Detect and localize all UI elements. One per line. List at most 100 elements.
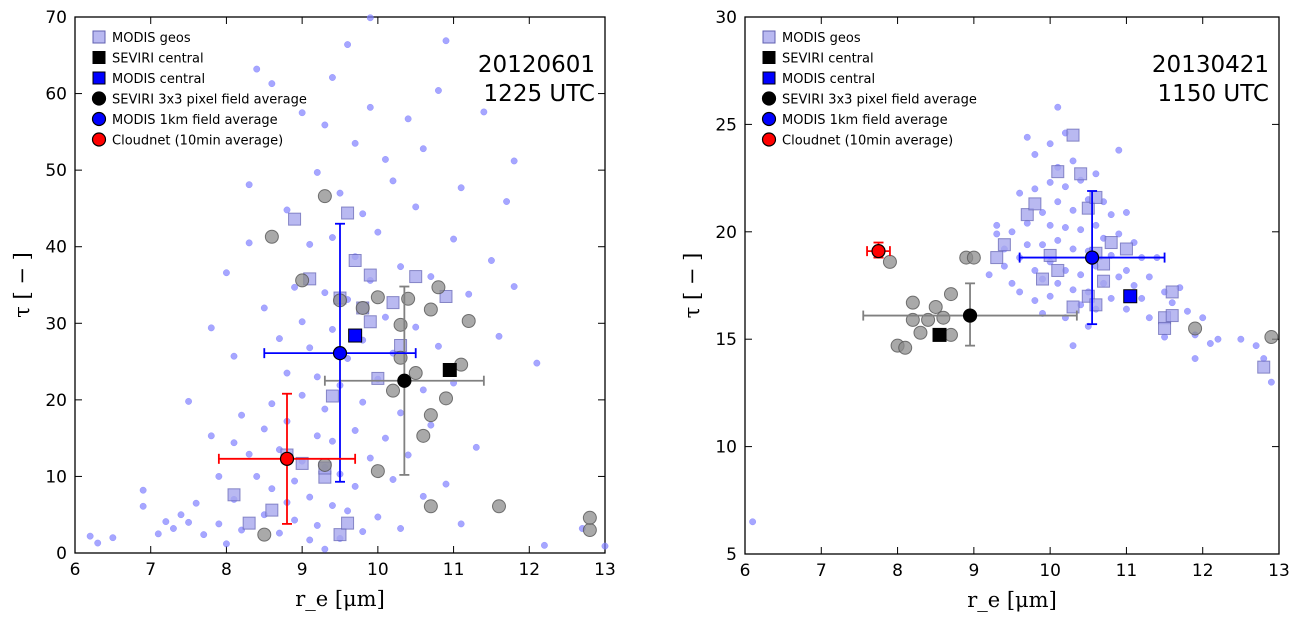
modis-geos-dot	[1008, 228, 1016, 236]
seviri-field-point	[317, 457, 332, 472]
modis-geos-square	[1165, 309, 1179, 323]
series-square	[442, 362, 457, 377]
modis-geos-dot	[472, 443, 480, 451]
modis-geos-dot	[374, 228, 382, 236]
modis-geos-dot	[1214, 335, 1222, 343]
modis-geos-dot	[1077, 226, 1085, 234]
seviri-field-point	[423, 408, 438, 423]
modis-geos-dot	[1031, 297, 1039, 304]
x-tick-label: 8	[221, 560, 232, 580]
modis-geos-dot	[336, 189, 344, 197]
modis-geos-dot	[427, 273, 435, 281]
modis-geos-dot	[1107, 211, 1115, 219]
modis-geos-square	[1020, 208, 1034, 222]
modis-geos-dot	[1069, 157, 1077, 165]
modis-geos-square	[227, 488, 241, 502]
modis-geos-dot	[381, 313, 389, 321]
modis-geos-dot	[1122, 209, 1130, 216]
legend-marker-circle	[761, 132, 777, 147]
modis-geos-dot	[359, 398, 367, 406]
seviri-field-point	[905, 312, 920, 327]
modis-geos-dot	[306, 344, 314, 352]
modis-geos-dot	[1069, 206, 1077, 214]
modis-geos-dot	[985, 271, 993, 279]
modis-geos-dot	[1031, 267, 1039, 274]
modis-geos-dot	[306, 240, 314, 248]
x-tick-label: 10	[1039, 561, 1061, 581]
modis-geos-dot	[1115, 146, 1123, 154]
legend-marker-circle	[761, 91, 777, 106]
modis-geos-dot	[1199, 314, 1207, 322]
modis-geos-square	[409, 270, 423, 284]
modis-geos-square	[333, 528, 347, 542]
modis-geos-dot	[109, 534, 117, 542]
modis-geos-dot	[260, 425, 268, 433]
legend-marker-square	[92, 71, 106, 85]
legend: MODIS geos SEVIRI central MODIS central SEV…	[91, 30, 307, 149]
seviri-field-point	[370, 464, 385, 479]
modis-geos-square	[1097, 274, 1111, 288]
modis-geos-square	[1051, 263, 1065, 277]
modis-geos-square	[341, 516, 355, 530]
modis-geos-dot	[381, 155, 389, 163]
legend-label: MODIS central	[112, 72, 205, 87]
seviri-field-point	[492, 499, 506, 514]
modis-geos-dot	[412, 323, 420, 331]
x-tick-label: 9	[968, 561, 979, 581]
seviri-field-point	[921, 312, 936, 327]
modis-geos-dot	[238, 411, 246, 419]
seviri-field-point	[317, 189, 332, 204]
field-average-marker	[962, 308, 978, 323]
modis-geos-dot	[230, 352, 238, 360]
modis-geos-square	[242, 516, 256, 530]
modis-geos-dot	[1122, 305, 1130, 313]
date-time-annotation: 1225 UTC	[484, 81, 595, 107]
modis-geos-dot	[306, 536, 314, 544]
y-tick-label: 25	[715, 115, 737, 135]
series-mean	[866, 241, 891, 259]
modis-geos-dot	[185, 518, 193, 526]
modis-geos-dot	[283, 369, 291, 377]
modis-geos-square	[1066, 128, 1080, 142]
modis-geos-dot	[328, 437, 336, 445]
y-tick-label: 15	[715, 330, 737, 350]
y-tick-label: 20	[715, 223, 737, 243]
modis-geos-dot	[480, 108, 488, 116]
modis-geos-dot	[1107, 294, 1115, 302]
modis-geos-dot	[419, 386, 427, 394]
x-tick-label: 6	[740, 561, 751, 581]
modis-geos-square	[1104, 236, 1118, 250]
modis-geos-square	[1051, 165, 1065, 179]
field-average-marker	[332, 346, 348, 361]
y-tick-label: 5	[726, 545, 737, 565]
central-square	[932, 327, 947, 342]
seviri-field-point	[439, 391, 453, 406]
modis-geos-dot	[154, 530, 162, 538]
modis-geos-dot	[169, 525, 177, 532]
y-tick-label: 50	[45, 161, 67, 181]
seviri-field-point	[386, 383, 400, 398]
modis-geos-dot	[389, 476, 397, 483]
x-tick-label: 12	[1192, 561, 1214, 581]
seviri-field-point	[423, 302, 438, 317]
modis-geos-square	[1036, 272, 1050, 286]
modis-geos-square	[1158, 321, 1172, 335]
x-tick-label: 10	[367, 560, 389, 580]
modis-geos-dot	[268, 485, 276, 493]
x-tick-label: 12	[518, 560, 540, 580]
x-tick-label: 7	[145, 560, 156, 580]
modis-geos-dot	[275, 529, 283, 537]
legend-marker-square	[762, 30, 776, 44]
modis-geos-dot	[1046, 178, 1054, 186]
modis-geos-dot	[533, 359, 541, 367]
modis-geos-dot	[1023, 133, 1031, 141]
modis-geos-dot	[397, 525, 405, 532]
series-mean	[263, 222, 417, 483]
modis-geos-dot	[442, 37, 450, 45]
date-time-annotation: 20120601	[478, 52, 595, 78]
modis-geos-dot	[412, 203, 420, 211]
legend-label: SEVIRI 3x3 pixel field average	[782, 93, 977, 108]
legend-marker-square	[92, 51, 106, 64]
modis-geos-square	[439, 289, 453, 303]
modis-geos-dot	[139, 502, 147, 510]
